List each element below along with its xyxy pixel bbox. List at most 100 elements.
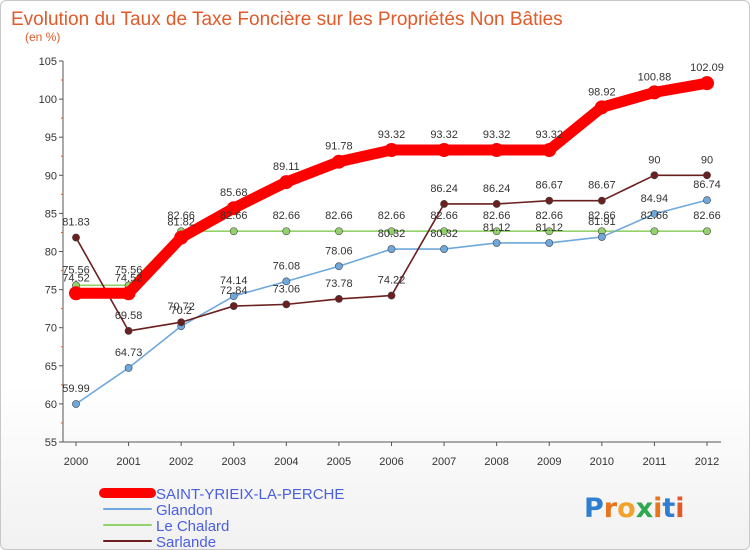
data-label: 80.32 — [378, 228, 406, 240]
data-point — [282, 300, 291, 309]
data-point — [335, 294, 343, 303]
data-label: 81.91 — [588, 216, 616, 228]
data-point — [229, 227, 238, 236]
data-point — [124, 327, 133, 335]
data-point — [597, 196, 606, 205]
data-label: 82.66 — [378, 210, 406, 222]
data-point — [226, 201, 241, 216]
data-label: 76.08 — [273, 260, 301, 272]
legend-label: Le Chalard — [156, 518, 229, 535]
data-point — [437, 143, 452, 158]
data-label: 74.22 — [378, 275, 406, 287]
data-label: 82.66 — [483, 210, 511, 222]
data-point — [229, 302, 238, 310]
x-tick-label: 2012 — [695, 456, 719, 468]
data-label: 86.24 — [430, 183, 458, 195]
data-label: 70.2 — [170, 305, 191, 317]
data-label: 69.58 — [115, 310, 143, 322]
data-point — [72, 233, 80, 242]
data-point — [650, 227, 659, 236]
data-label: 73.78 — [325, 278, 353, 290]
data-point — [492, 227, 501, 236]
data-point — [72, 400, 80, 408]
x-tick-label: 2002 — [169, 456, 193, 468]
data-label: 82.66 — [535, 210, 563, 222]
data-label: 82.66 — [430, 210, 458, 222]
x-tick-label: 2004 — [274, 456, 298, 468]
data-point — [174, 230, 189, 245]
data-point — [279, 175, 294, 190]
data-label: 85.68 — [220, 187, 248, 199]
data-label: 86.67 — [535, 180, 563, 192]
data-label: 102.09 — [690, 62, 724, 74]
data-point — [177, 318, 186, 327]
data-label: 59.99 — [62, 383, 90, 395]
logo-letter: i — [653, 493, 662, 524]
x-tick-label: 2009 — [537, 456, 561, 468]
data-point — [440, 245, 448, 253]
data-label: 74.52 — [115, 272, 143, 284]
data-label: 98.92 — [588, 86, 616, 98]
x-tick-label: 2008 — [484, 456, 508, 468]
data-point — [335, 227, 343, 236]
legend-label: SAINT-YRIEIX-LA-PERCHE — [156, 486, 344, 503]
y-ticks: 55 60 65 70 75 80 85 90 95 100 105 — [39, 56, 63, 449]
data-label: 82.66 — [641, 210, 669, 222]
data-label: 81.83 — [62, 217, 90, 229]
series-layer — [69, 76, 714, 408]
data-point — [387, 245, 396, 253]
data-label: 81.82 — [167, 217, 195, 229]
proxiti-logo-text: Proxiti — [584, 493, 685, 524]
y-tick-label: 75 — [45, 285, 57, 297]
data-point — [387, 291, 396, 300]
data-label: 93.32 — [430, 129, 458, 141]
data-point — [489, 143, 504, 158]
x-tick-label: 2010 — [590, 456, 614, 468]
data-label: 74.14 — [220, 275, 248, 287]
data-label: 93.32 — [483, 129, 511, 141]
y-tick-label: 55 — [45, 437, 57, 449]
data-label: 78.06 — [325, 245, 353, 257]
logo-letter: P — [584, 493, 604, 524]
data-point — [545, 239, 554, 247]
data-label: 93.32 — [535, 129, 563, 141]
chart-title: Evolution du Taux de Taxe Foncière sur l… — [11, 9, 563, 30]
y-tick-label: 70 — [45, 323, 57, 335]
x-tick-label: 2001 — [116, 456, 140, 468]
data-label: 100.88 — [638, 71, 672, 83]
x-tick-label: 2011 — [643, 456, 667, 468]
data-point — [282, 277, 291, 286]
data-point — [282, 227, 291, 236]
data-point — [440, 200, 448, 208]
logo-letter: i — [675, 493, 684, 524]
data-label: 89.11 — [273, 161, 300, 173]
data-label: 80.32 — [430, 228, 458, 240]
y-tick-label: 85 — [45, 208, 57, 220]
y-tick-label: 80 — [45, 247, 57, 259]
data-point — [331, 154, 346, 169]
data-point — [703, 196, 711, 205]
data-label: 86.67 — [588, 180, 616, 192]
x-tick-label: 2005 — [327, 456, 351, 468]
data-label: 73.06 — [273, 283, 301, 295]
data-label: 82.66 — [167, 210, 195, 222]
data-label: 82.66 — [325, 210, 353, 222]
data-point — [597, 233, 606, 241]
data-point — [69, 286, 83, 301]
legend-label: Glandon — [156, 502, 213, 519]
data-label: 81.12 — [535, 222, 563, 234]
data-label: 90 — [648, 154, 660, 166]
data-label: 82.66 — [588, 210, 616, 222]
data-point — [700, 76, 714, 91]
data-point — [492, 239, 501, 247]
data-labels: 74.52 74.52 81.82 85.68 89.11 91.78 93.32 93.32… — [62, 62, 724, 395]
x-tick-label: 2007 — [432, 456, 456, 468]
data-label: 86.74 — [693, 179, 721, 191]
data-point — [121, 286, 136, 301]
data-point — [650, 209, 659, 218]
data-label: 64.73 — [115, 347, 143, 359]
y-tick-label: 95 — [45, 132, 57, 144]
logo-letter: o — [617, 493, 636, 524]
data-label: 82.66 — [273, 210, 301, 222]
